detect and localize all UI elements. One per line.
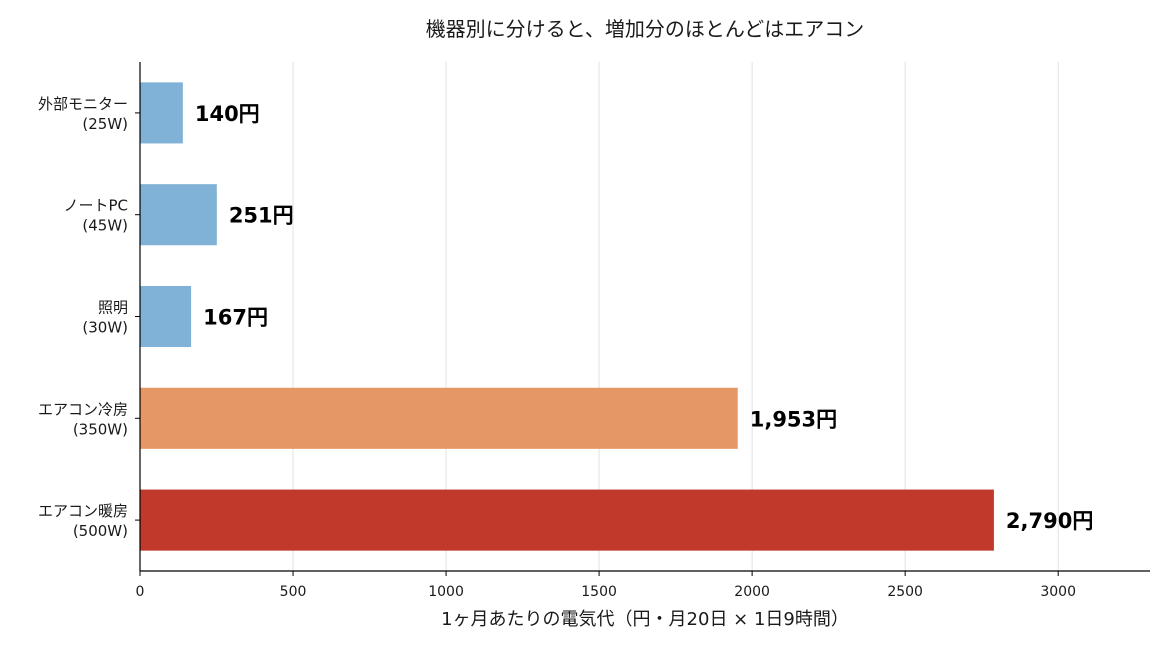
bar-value-label: 251円 — [229, 204, 294, 228]
x-tick-label: 0 — [136, 584, 145, 600]
grid-layer — [292, 62, 1059, 571]
x-axis-label: 1ヶ月あたりの電気代（円・月20日 × 1日9時間） — [441, 609, 849, 630]
category-label: エアコン暖房 — [38, 502, 128, 520]
x-tick-label: 2000 — [734, 584, 770, 600]
x-tick-label: 2500 — [887, 584, 923, 600]
x-tick-label: 1000 — [428, 584, 464, 600]
bar-value-label: 1,953円 — [750, 407, 837, 431]
bar — [140, 184, 217, 246]
category-wattage-label: (350W) — [73, 420, 128, 438]
x-tick-label: 500 — [280, 584, 307, 600]
axis-layer — [135, 62, 1150, 576]
category-wattage-label: (500W) — [73, 522, 128, 540]
bar-value-label: 2,790円 — [1006, 509, 1093, 533]
bar-value-label: 167円 — [203, 306, 268, 330]
label-layer: 0 500 1000 1500 2000 2500 3000 外部モニター (25W) 140円ノ… — [38, 95, 1093, 600]
x-tick-label: 1500 — [581, 584, 617, 600]
category-wattage-label: (45W) — [82, 217, 128, 235]
bar — [140, 82, 183, 144]
category-label: エアコン冷房 — [38, 400, 128, 418]
category-wattage-label: (25W) — [82, 115, 128, 133]
category-wattage-label: (30W) — [82, 319, 128, 337]
bar — [140, 387, 738, 449]
chart-title: 機器別に分けると、増加分のほとんどはエアコン — [426, 17, 865, 41]
bar — [140, 285, 192, 348]
bar — [140, 489, 994, 551]
bar-value-label: 140円 — [195, 102, 260, 126]
category-label: ノートPC — [63, 197, 128, 215]
x-tick-label: 3000 — [1040, 584, 1076, 600]
category-label: 外部モニター — [38, 95, 128, 113]
category-label: 照明 — [98, 299, 128, 317]
bar-layer — [140, 82, 994, 551]
